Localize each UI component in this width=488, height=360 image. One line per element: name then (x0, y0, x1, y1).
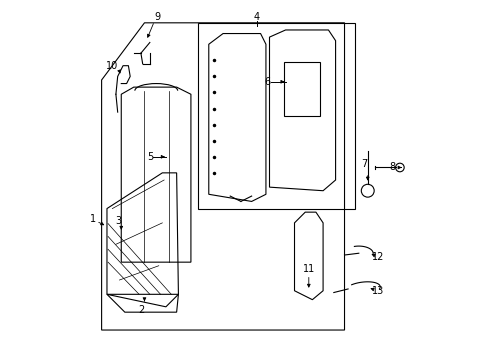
Text: 12: 12 (371, 252, 384, 262)
Bar (283, 62, 319, 116)
Text: 7: 7 (360, 159, 366, 169)
Text: 4: 4 (253, 13, 260, 22)
Text: 13: 13 (371, 287, 384, 296)
Text: 5: 5 (146, 152, 153, 162)
Text: 10: 10 (106, 61, 118, 71)
Text: 11: 11 (302, 264, 314, 274)
Text: 3: 3 (116, 216, 122, 226)
Text: 8: 8 (389, 162, 395, 172)
Text: 1: 1 (89, 214, 96, 224)
Text: 9: 9 (154, 13, 160, 22)
Text: 6: 6 (264, 77, 270, 87)
Text: 2: 2 (138, 305, 144, 315)
Bar (198, 23, 354, 208)
